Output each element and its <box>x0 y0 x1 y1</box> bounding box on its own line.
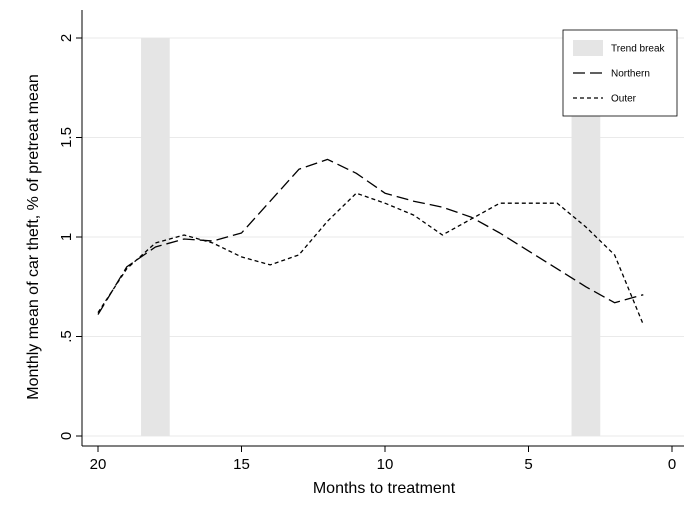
y-axis-title: Monthly mean of car theft, % of pretreat… <box>25 74 42 400</box>
y-tick-label-4: 2 <box>58 34 75 42</box>
series-line-northern <box>97 158 644 315</box>
series-lines <box>97 158 644 325</box>
y-tick-label-0: 0 <box>58 432 75 440</box>
legend-label-outer: Outer <box>611 94 637 105</box>
y-tick-label-2: 1 <box>58 233 75 241</box>
x-tick-label-0: 20 <box>90 456 107 473</box>
x-axis-title: Months to treatment <box>313 480 456 497</box>
legend-label-trend-break: Trend break <box>611 44 666 55</box>
legend: Trend break Northern Outer <box>562 29 678 117</box>
x-tick-label-1: 15 <box>233 456 250 473</box>
x-axis-ticks: 20 15 10 5 0 <box>90 446 676 473</box>
y-tick-label-1: .5 <box>58 330 75 343</box>
legend-label-northern: Northern <box>611 69 650 80</box>
x-tick-label-3: 5 <box>524 456 532 473</box>
legend-swatch-trend-break <box>573 40 603 56</box>
x-tick-label-4: 0 <box>668 456 676 473</box>
y-axis-ticks: 0 .5 1 1.5 2 <box>58 34 82 440</box>
series-line-outer <box>97 192 644 325</box>
axes <box>81 10 684 447</box>
x-tick-label-2: 10 <box>377 456 394 473</box>
y-tick-label-3: 1.5 <box>58 127 75 148</box>
trend-break-band-0 <box>141 38 170 436</box>
